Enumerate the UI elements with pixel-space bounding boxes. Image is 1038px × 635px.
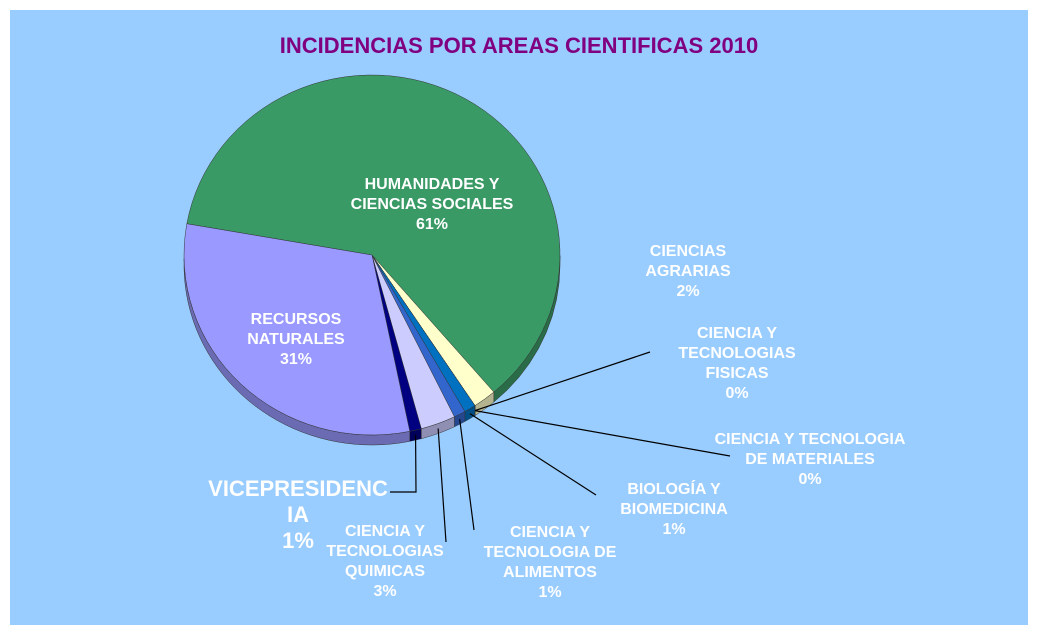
value-label: 1% bbox=[662, 521, 686, 538]
pie-slice bbox=[183, 223, 411, 436]
data-label: CIENCIA Y TECNOLOGIA DE ALIMENTOS 1% bbox=[465, 523, 635, 603]
leader-line bbox=[474, 410, 731, 457]
value-label: 3% bbox=[373, 583, 397, 600]
data-label: RECURSOS NATURALES 31% bbox=[221, 310, 371, 370]
value-label: 31% bbox=[279, 351, 313, 368]
leader-line bbox=[437, 428, 447, 543]
category-label: BIOLOGÍA Y BIOMEDICINA bbox=[620, 481, 728, 518]
category-label: CIENCIA Y TECNOLOGIA DE MATERIALES bbox=[714, 431, 906, 468]
value-label: 1% bbox=[282, 528, 314, 553]
data-label: CIENCIA Y TECNOLOGIAS QUIMICAS 3% bbox=[300, 522, 470, 602]
category-label: HUMANIDADES Y CIENCIAS SOCIALES bbox=[350, 176, 514, 213]
category-label: CIENCIA Y TECNOLOGIA DE ALIMENTOS bbox=[483, 524, 617, 581]
category-label: RECURSOS NATURALES bbox=[247, 311, 345, 348]
data-label: CIENCIAS AGRARIAS 2% bbox=[628, 242, 748, 302]
leader-line bbox=[469, 413, 597, 496]
pie-slice bbox=[186, 74, 561, 393]
category-label: CIENCIA Y TECNOLOGIAS FISICAS bbox=[678, 325, 796, 382]
value-label: 2% bbox=[676, 283, 700, 300]
data-label: BIOLOGÍA Y BIOMEDICINA 1% bbox=[589, 480, 759, 540]
value-label: 61% bbox=[415, 216, 449, 233]
data-label: HUMANIDADES Y CIENCIAS SOCIALES 61% bbox=[332, 175, 532, 235]
category-label: CIENCIAS AGRARIAS bbox=[645, 243, 731, 280]
value-label: 0% bbox=[798, 471, 822, 488]
category-label: CIENCIA Y TECNOLOGIAS QUIMICAS bbox=[326, 523, 444, 580]
value-label: 0% bbox=[725, 385, 749, 402]
data-label: CIENCIA Y TECNOLOGIA DE MATERIALES 0% bbox=[710, 430, 910, 490]
category-label: VICEPRESIDENCIA bbox=[208, 476, 388, 527]
leader-line bbox=[390, 435, 417, 493]
data-label: CIENCIA Y TECNOLOGIAS FISICAS 0% bbox=[647, 324, 827, 404]
data-label: VICEPRESIDENCIA 1% bbox=[208, 476, 388, 554]
value-label: 1% bbox=[538, 584, 562, 601]
leader-line bbox=[459, 419, 475, 531]
chart-title: INCIDENCIAS POR AREAS CIENTIFICAS 2010 bbox=[279, 33, 759, 58]
leader-line bbox=[474, 351, 651, 412]
